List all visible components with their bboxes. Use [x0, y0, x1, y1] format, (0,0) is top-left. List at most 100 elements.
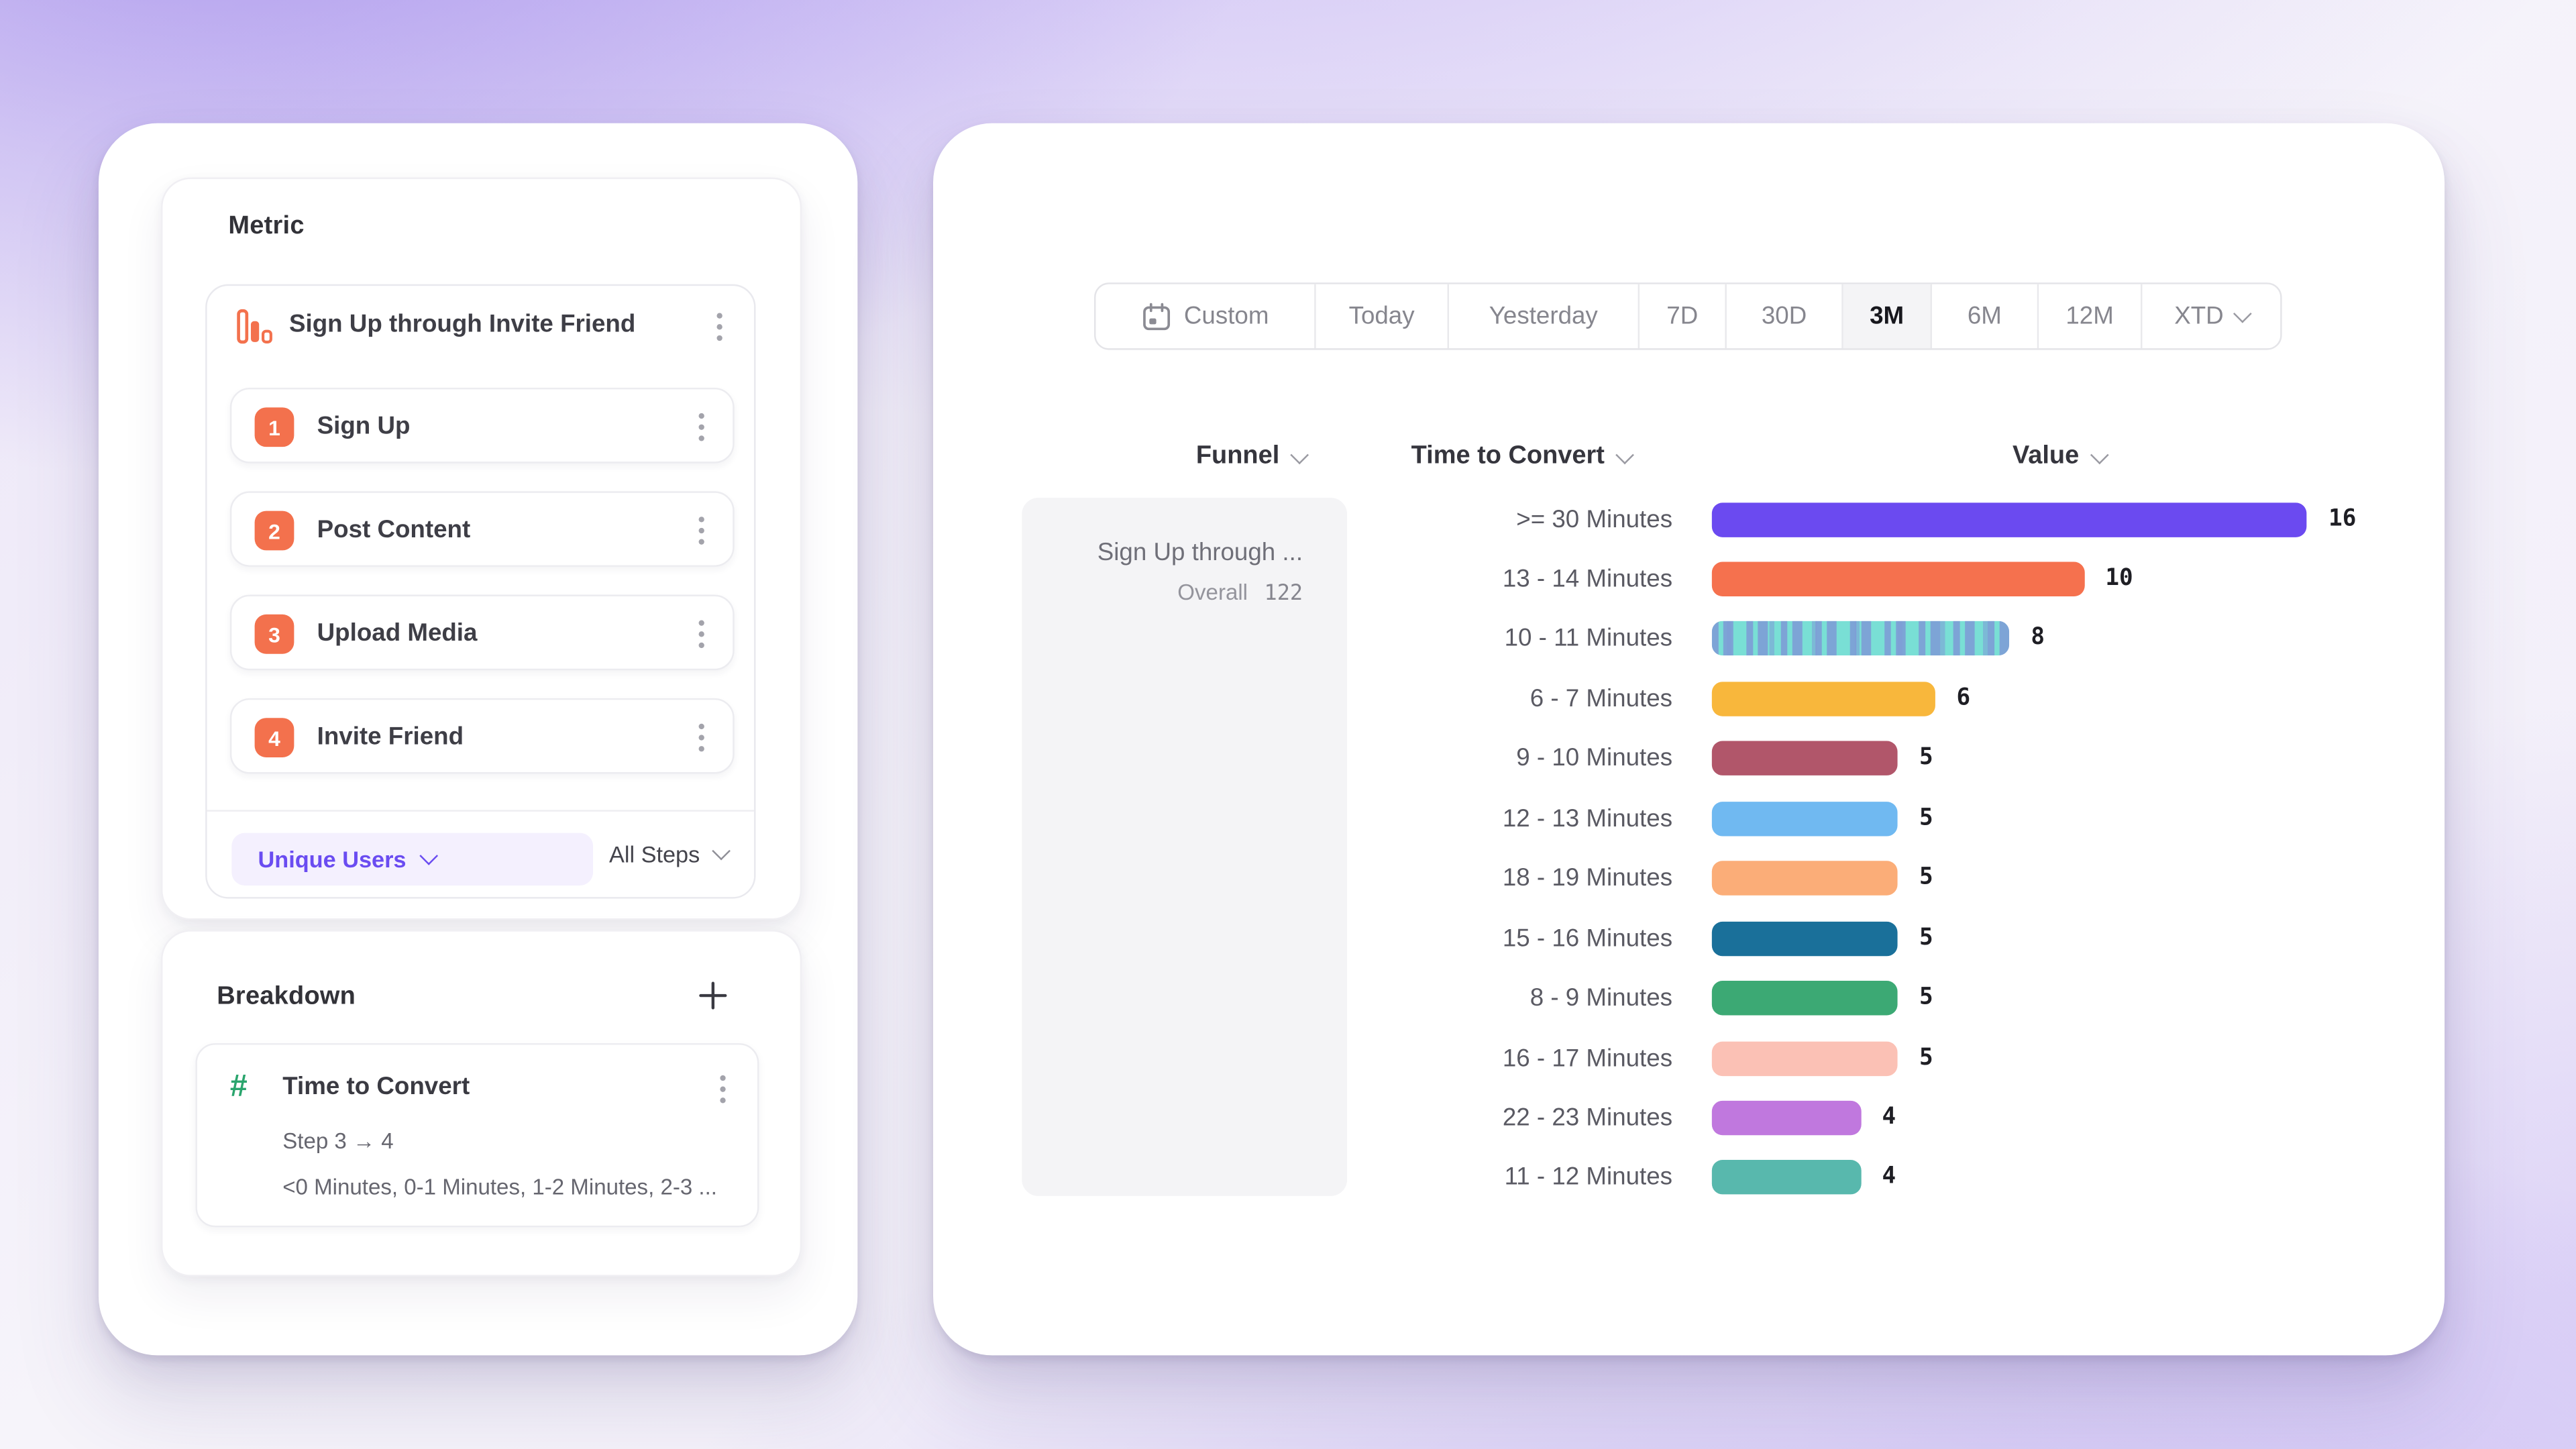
- hash-icon: #: [229, 1069, 248, 1104]
- kebab-menu-icon[interactable]: [687, 616, 716, 652]
- funnel-step-card-post-content[interactable]: 2 Post Content: [229, 491, 735, 567]
- breakdown-buckets-preview: <0 Minutes, 0-1 Minutes, 1-2 Minutes, 2-…: [282, 1175, 717, 1199]
- step-number-badge: 4: [254, 718, 294, 757]
- chevron-down-icon: [419, 847, 439, 865]
- value-bar[interactable]: [1711, 801, 1898, 836]
- metric-panel: Metric Sign Up through Invite Friend: [161, 177, 802, 920]
- value-label: 5: [1919, 864, 1933, 891]
- column-header-funnel[interactable]: Funnel: [1195, 440, 1309, 473]
- funnel-metric-header[interactable]: Sign Up through Invite Friend: [207, 286, 755, 368]
- step-label: Invite Friend: [317, 722, 464, 751]
- bucket-label: 10 - 11 Minutes: [1504, 625, 1673, 653]
- value-bar[interactable]: [1711, 621, 2010, 657]
- breakdown-property-card[interactable]: # Time to Convert Step 3 → 4 <0 Minutes,…: [195, 1043, 759, 1228]
- query-builder-card: Metric Sign Up through Invite Friend: [98, 123, 858, 1356]
- date-range-today[interactable]: Today: [1316, 284, 1449, 349]
- date-range-xtd[interactable]: XTD: [2142, 284, 2280, 349]
- bucket-label: 22 - 23 Minutes: [1502, 1104, 1673, 1132]
- column-header-breakdown-label: Time to Convert: [1411, 441, 1605, 470]
- date-range-yesterday[interactable]: Yesterday: [1449, 284, 1640, 349]
- value-bar[interactable]: [1711, 741, 1898, 776]
- bucket-label: >= 30 Minutes: [1516, 505, 1673, 533]
- chevron-down-icon: [2232, 303, 2251, 323]
- value-bar[interactable]: [1711, 502, 2308, 537]
- steps-filter-dropdown[interactable]: All Steps: [608, 841, 731, 868]
- kebab-menu-icon[interactable]: [687, 409, 716, 445]
- date-range-label: 12M: [2065, 302, 2114, 331]
- date-range-label: 6M: [1967, 302, 2002, 331]
- funnel-step-card-upload-media[interactable]: 3 Upload Media: [229, 594, 735, 671]
- overall-label: Overall: [1177, 580, 1248, 605]
- kebab-menu-icon[interactable]: [687, 720, 716, 756]
- date-range-6m[interactable]: 6M: [1932, 284, 2039, 349]
- overall-value: 122: [1264, 581, 1303, 606]
- value-label: 8: [2031, 625, 2045, 651]
- metric-panel-title: Metric: [228, 211, 305, 240]
- divider: [207, 810, 755, 812]
- bucket-label: 9 - 10 Minutes: [1516, 745, 1673, 773]
- column-header-breakdown[interactable]: Time to Convert: [1411, 440, 1634, 473]
- date-range-12m[interactable]: 12M: [2039, 284, 2143, 349]
- date-range-label: Today: [1348, 302, 1415, 331]
- date-range-3m[interactable]: 3M: [1843, 284, 1932, 349]
- funnel-metric-title: Sign Up through Invite Friend: [289, 310, 636, 339]
- breakdown-panel: Breakdown # Time to Convert Step 3 → 4 <…: [161, 930, 802, 1277]
- date-range-label: XTD: [2174, 302, 2224, 331]
- counting-method-label: Unique Users: [258, 846, 407, 873]
- breakdown-panel-title: Breakdown: [217, 982, 356, 1011]
- value-bar[interactable]: [1711, 1100, 1861, 1136]
- steps-filter-label: All Steps: [608, 841, 700, 868]
- breakdown-property-name: Time to Convert: [282, 1073, 470, 1101]
- value-bar[interactable]: [1711, 1040, 1898, 1075]
- value-bar[interactable]: [1711, 561, 2084, 596]
- kebab-menu-icon[interactable]: [708, 1071, 738, 1108]
- bucket-label: 18 - 19 Minutes: [1502, 864, 1673, 893]
- date-range-label: 3M: [1870, 302, 1904, 331]
- value-bar[interactable]: [1711, 981, 1898, 1016]
- value-label: 6: [1956, 684, 1971, 712]
- value-label: 5: [1919, 804, 1933, 831]
- funnel-cell-overall: Overall 122: [1045, 578, 1303, 610]
- funnel-cell-name: Sign Up through ...: [1097, 539, 1303, 567]
- kebab-menu-icon[interactable]: [705, 309, 735, 345]
- date-range-label: Yesterday: [1489, 302, 1598, 331]
- date-range-custom[interactable]: Custom: [1095, 284, 1316, 349]
- value-label: 5: [1919, 984, 1933, 1011]
- step-number-badge: 1: [254, 407, 294, 447]
- value-label: 4: [1882, 1104, 1896, 1130]
- value-label: 4: [1882, 1163, 1896, 1191]
- chevron-down-icon: [2089, 445, 2108, 464]
- funnel-metric-group: Sign Up through Invite Friend 1 Sign Up 2 P…: [205, 284, 756, 899]
- counting-method-dropdown[interactable]: Unique Users: [231, 833, 594, 885]
- column-header-value[interactable]: Value: [2012, 440, 2108, 473]
- value-bar[interactable]: [1711, 1161, 1861, 1195]
- step-label: Upload Media: [317, 619, 478, 647]
- bucket-label: 8 - 9 Minutes: [1529, 984, 1673, 1012]
- chevron-down-icon: [1615, 445, 1634, 464]
- value-bar[interactable]: [1711, 861, 1898, 896]
- date-range-label: 30D: [1761, 302, 1807, 331]
- bucket-label: 11 - 12 Minutes: [1504, 1163, 1673, 1192]
- funnel-step-card-invite-friend[interactable]: 4 Invite Friend: [229, 698, 735, 774]
- funnel-step-card-sign-up[interactable]: 1 Sign Up: [229, 387, 735, 464]
- bucket-label: 12 - 13 Minutes: [1502, 804, 1673, 833]
- date-range-7d[interactable]: 7D: [1640, 284, 1727, 349]
- calendar-icon: [1141, 301, 1171, 331]
- date-range-30d[interactable]: 30D: [1727, 284, 1843, 349]
- value-label: 16: [2328, 505, 2357, 532]
- date-range-label: Custom: [1183, 302, 1269, 331]
- column-header-funnel-label: Funnel: [1195, 441, 1280, 470]
- value-bar[interactable]: [1711, 920, 1898, 956]
- bucket-label: 6 - 7 Minutes: [1529, 684, 1673, 713]
- breakdown-step-range: Step 3 → 4: [282, 1128, 394, 1154]
- kebab-menu-icon[interactable]: [687, 513, 716, 549]
- value-bar[interactable]: [1711, 681, 1935, 716]
- funnel-cell[interactable]: Sign Up through ... Overall 122: [1022, 498, 1348, 1196]
- plus-icon[interactable]: [696, 979, 729, 1012]
- bucket-label: 15 - 16 Minutes: [1502, 924, 1673, 953]
- column-header-value-label: Value: [2012, 441, 2080, 470]
- bar-chart-icon: [237, 309, 273, 345]
- bucket-label: 16 - 17 Minutes: [1502, 1044, 1673, 1073]
- value-label: 5: [1919, 1044, 1933, 1071]
